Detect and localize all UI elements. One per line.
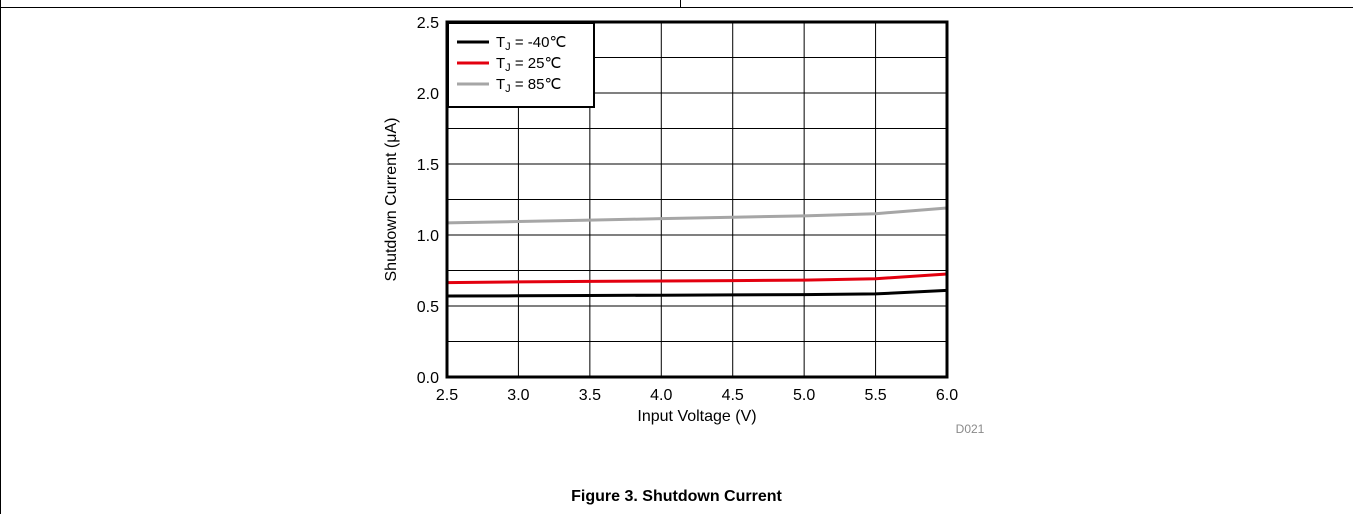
y-axis-title: Shutdown Current (μA) — [383, 118, 400, 282]
figure-caption: Figure 3. Shutdown Current — [571, 488, 782, 505]
x-tick-label: 3.0 — [507, 387, 529, 404]
page-frame-divider — [680, 0, 681, 8]
x-tick-label: 3.5 — [579, 387, 601, 404]
y-tick-label: 2.5 — [417, 15, 439, 32]
x-tick-label: 5.0 — [793, 387, 815, 404]
x-tick-label: 5.5 — [864, 387, 886, 404]
series-line — [446, 206, 948, 225]
series-line — [446, 272, 948, 285]
plot-area-border — [445, 20, 949, 379]
y-tick-label: 1.0 — [417, 228, 439, 245]
page-frame-left — [0, 0, 1, 514]
legend: TJ = -40℃ TJ = 25℃ TJ = 85℃ — [447, 22, 595, 108]
x-tick-label: 4.0 — [650, 387, 672, 404]
shutdown-current-chart: 2.5 3.0 3.5 4.0 4.5 5.0 5.5 6.0 0.0 0.5 1.0 1.5 2.0… — [383, 15, 985, 436]
y-tick-label: 0.0 — [417, 370, 439, 387]
legend-label: TJ = 25℃ — [496, 55, 561, 74]
legend-label: TJ = 85℃ — [496, 76, 561, 95]
x-tick-label: 2.5 — [436, 387, 458, 404]
figure-code: D021 — [956, 422, 985, 436]
grid — [447, 22, 947, 377]
y-tick-label: 2.0 — [417, 86, 439, 103]
y-tick-label: 1.5 — [417, 157, 439, 174]
x-axis-title: Input Voltage (V) — [637, 408, 756, 425]
y-tick-label: 0.5 — [417, 299, 439, 316]
x-tick-labels: 2.5 3.0 3.5 4.0 4.5 5.0 5.5 6.0 — [436, 387, 958, 404]
legend-label: TJ = -40℃ — [496, 34, 566, 53]
x-tick-label: 6.0 — [936, 387, 958, 404]
x-tick-label: 4.5 — [722, 387, 744, 404]
series-line — [446, 288, 948, 298]
series-lines — [446, 206, 948, 298]
page-frame-top — [0, 7, 1353, 8]
legend-box — [447, 22, 595, 108]
y-tick-labels: 0.0 0.5 1.0 1.5 2.0 2.5 — [417, 15, 439, 387]
